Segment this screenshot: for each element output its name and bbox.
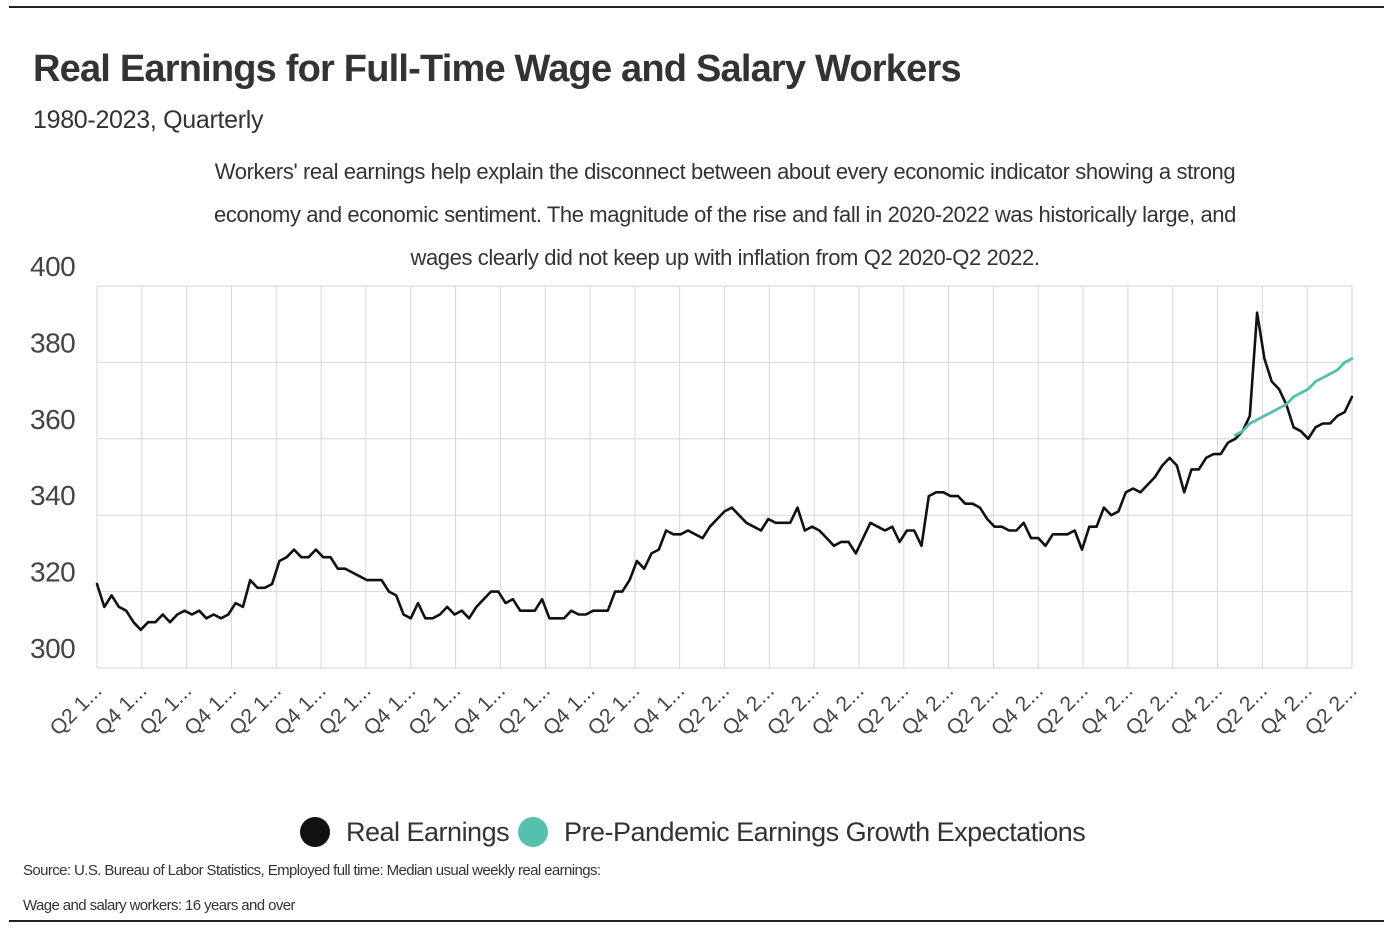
legend-label-real-earnings: Real Earnings: [346, 816, 510, 847]
legend-marker-real-earnings: [300, 817, 330, 847]
chart-title: Real Earnings for Full-Time Wage and Sal…: [33, 48, 962, 90]
legend-label-pre-pandemic: Pre-Pandemic Earnings Growth Expectation…: [564, 816, 1086, 847]
chart-subtitle: 1980-2023, Quarterly: [33, 106, 264, 134]
top-rule: [9, 6, 1384, 8]
series-line-real-earnings: [95, 311, 1354, 632]
source-line-1: Source: U.S. Bureau of Labor Statistics,…: [23, 862, 601, 879]
legend-item-pre-pandemic: Pre-Pandemic Earnings Growth Expectation…: [518, 812, 1086, 852]
y-tick-label: 320: [30, 557, 75, 588]
chart-description: Workers' real earnings help explain the …: [214, 159, 1236, 270]
y-tick-label: 380: [30, 327, 75, 358]
legend-marker-pre-pandemic: [518, 817, 548, 847]
legend-item-real-earnings: Real Earnings: [300, 812, 510, 852]
legend: Real Earnings Pre-Pandemic Earnings Grow…: [0, 812, 1396, 852]
x-tick-label: Q2 2...: [1301, 679, 1362, 740]
series-line-pre-pandemic: [1233, 357, 1354, 437]
source-line-2: Wage and salary workers: 16 years and ov…: [23, 897, 295, 914]
y-tick-label: 400: [30, 251, 75, 282]
y-tick-label: 340: [30, 480, 75, 511]
bottom-rule: [9, 920, 1384, 922]
y-tick-label: 360: [30, 404, 75, 435]
y-tick-label: 300: [30, 633, 75, 664]
